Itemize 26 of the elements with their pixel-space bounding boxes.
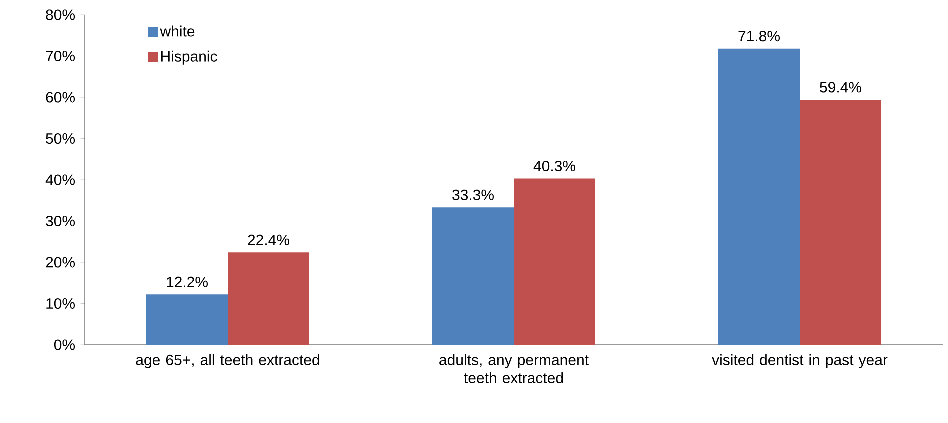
y-tick-label: 50% (46, 133, 76, 144)
bar (514, 178, 596, 345)
bar (800, 100, 882, 345)
data-label: 59.4% (820, 82, 862, 93)
y-tick-label: 80% (46, 10, 76, 20)
data-label: 22.4% (248, 234, 290, 246)
x-tick-label: age 65+, all teeth extracted (136, 354, 320, 368)
bar (228, 252, 310, 345)
y-tick-label: 20% (46, 257, 76, 268)
legend-label: Hispanic (161, 50, 218, 65)
data-label: 33.3% (452, 190, 494, 200)
x-tick-label: visited dentist in past year (712, 354, 888, 368)
y-tick-label: 30% (46, 216, 76, 227)
y-tick-label: 60% (46, 92, 76, 103)
bar (146, 294, 228, 345)
data-label: 12.2% (167, 276, 208, 288)
bar (432, 208, 514, 345)
data-label: 71.8% (738, 31, 780, 42)
bar (718, 48, 800, 345)
y-tick-label: 70% (46, 50, 76, 62)
data-label: 40.3% (534, 160, 576, 172)
y-tick-label: 0% (54, 340, 76, 350)
legend-label: white (160, 26, 195, 37)
y-tick-label: 40% (46, 174, 76, 186)
y-tick-label: 10% (46, 298, 76, 310)
x-tick-label: adults, any permanent teeth extracted (440, 354, 589, 384)
